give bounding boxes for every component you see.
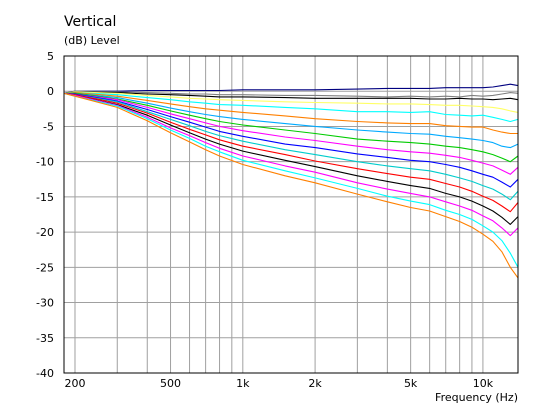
series-line xyxy=(63,92,519,225)
y-tick-label: -35 xyxy=(36,332,54,345)
y-axis-label: (dB) Level xyxy=(64,34,120,47)
y-tick-label: -40 xyxy=(36,367,54,380)
y-tick-label: -15 xyxy=(36,191,54,204)
series-line xyxy=(63,91,519,101)
series-line xyxy=(63,92,519,201)
y-tick-label: -5 xyxy=(43,120,54,133)
y-tick-label: -10 xyxy=(36,156,54,169)
x-tick-label: 200 xyxy=(64,377,85,390)
x-tick-label: 5k xyxy=(404,377,418,390)
series-line xyxy=(63,92,518,135)
series-line xyxy=(64,92,519,163)
series-line xyxy=(63,91,519,113)
x-tick-label: 500 xyxy=(160,377,181,390)
series-line xyxy=(63,92,519,213)
series-line xyxy=(63,92,519,279)
y-tick-label: 5 xyxy=(47,50,54,63)
x-tick-label: 10k xyxy=(473,377,494,390)
y-tick-label: -20 xyxy=(36,226,54,239)
x-tick-labels: 200 500 1k 2k 5k 10k xyxy=(64,377,493,390)
series-line xyxy=(63,92,519,268)
x-axis-label: Frequency (Hz) xyxy=(435,391,518,404)
x-tick-label: 1k xyxy=(236,377,250,390)
series-line xyxy=(63,92,519,175)
series-line xyxy=(64,92,519,149)
series-line xyxy=(63,92,519,188)
series-line xyxy=(63,92,519,123)
plot-frame xyxy=(63,55,519,374)
chart-title: Vertical xyxy=(64,14,116,30)
series-lines xyxy=(63,83,519,279)
x-tick-label: 2k xyxy=(308,377,322,390)
y-tick-label: 0 xyxy=(47,85,54,98)
series-line xyxy=(63,92,519,237)
series-line xyxy=(63,90,519,98)
y-tick-label: -25 xyxy=(36,261,54,274)
y-tick-label: -30 xyxy=(36,297,54,310)
y-tick-labels: 5 0 -5 -10 -15 -20 -25 -30 -35 -40 xyxy=(36,50,54,380)
series-line xyxy=(63,83,519,94)
